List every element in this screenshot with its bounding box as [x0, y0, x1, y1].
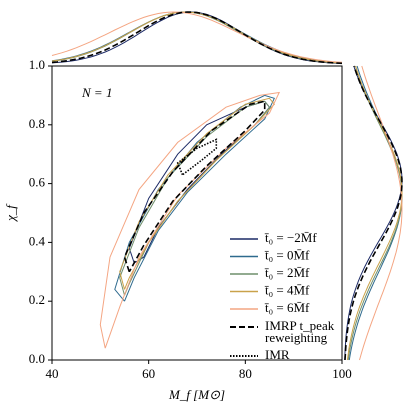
annotation: N = 1 [81, 85, 112, 100]
y-tick-label: 0.8 [29, 116, 45, 131]
plot-frame [51, 65, 343, 361]
right-marginal [359, 65, 403, 361]
contour-line [176, 138, 218, 176]
y-tick-label: 0.2 [29, 292, 45, 307]
legend-label: IMR [265, 347, 290, 362]
right-marginal [347, 65, 403, 361]
legend-label: t̄₀ = 6M̄f [265, 300, 310, 315]
legend-label: reweighting [265, 330, 328, 345]
y-tick-label: 0.6 [29, 175, 46, 190]
x-axis-label: M_f [M⊙] [168, 387, 225, 402]
right-marginal [344, 65, 403, 361]
y-tick-label: 0.4 [29, 233, 46, 248]
x-tick-label: 60 [142, 366, 155, 381]
x-tick-label: 80 [239, 366, 252, 381]
top-marginal [51, 11, 343, 65]
x-tick-label: 40 [46, 366, 59, 381]
x-tick-label: 100 [332, 366, 352, 381]
y-tick-label: 1.0 [29, 57, 45, 72]
legend-label: t̄₀ = 4M̄f [265, 282, 310, 297]
contour-line [99, 91, 281, 349]
y-axis-label: χ_f [3, 203, 18, 223]
legend-label: t̄₀ = 0M̄f [265, 247, 310, 262]
legend-label: IMRP t_peak [265, 318, 335, 333]
y-tick-label: 0.0 [29, 351, 45, 366]
legend-label: t̄₀ = 2M̄f [265, 265, 310, 280]
legend-label: t̄₀ = −2M̄f [265, 230, 318, 245]
contour-line [123, 100, 266, 273]
top-marginal [51, 11, 343, 63]
contour-line [119, 97, 275, 290]
